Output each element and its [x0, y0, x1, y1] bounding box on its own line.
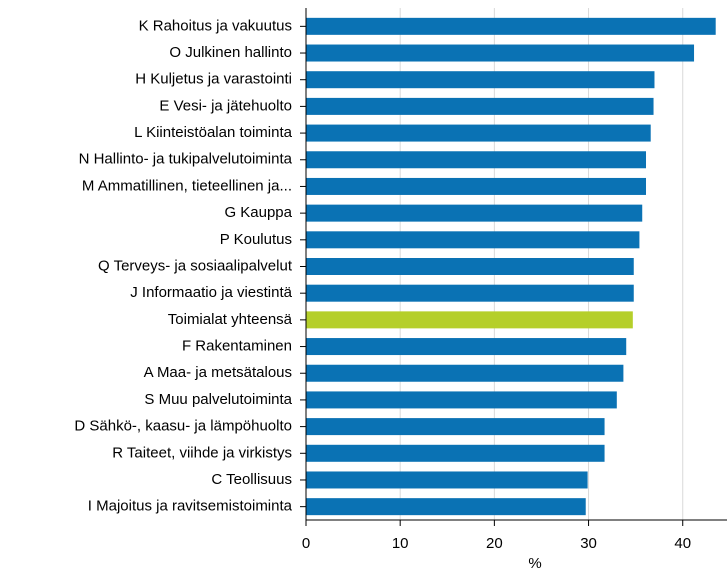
y-tick-label: N Hallinto- ja tukipalvelutoiminta [79, 151, 293, 168]
y-tick-label: C Teollisuus [211, 471, 292, 488]
y-tick-label: H Kuljetus ja varastointi [135, 71, 292, 88]
x-tick-label: 10 [392, 535, 409, 552]
x-tick-label: 20 [486, 535, 503, 552]
x-axis-label: % [528, 555, 541, 572]
y-tick-label: O Julkinen hallinto [169, 44, 292, 61]
y-tick-label: G Kauppa [224, 204, 292, 221]
bar [306, 204, 643, 222]
y-tick-label: M Ammatillinen, tieteellinen ja... [82, 177, 292, 194]
y-tick-label: Q Terveys- ja sosiaalipalvelut [98, 257, 293, 274]
y-tick-label: Toimialat yhteensä [168, 311, 293, 328]
y-tick-label: I Majoitus ja ravitsemistoiminta [88, 498, 293, 515]
bar [306, 364, 624, 382]
x-tick-label: 40 [674, 535, 691, 552]
bar [306, 151, 647, 169]
bar [306, 17, 716, 35]
bar [306, 97, 654, 115]
x-tick-label: 30 [580, 535, 597, 552]
y-tick-label: J Informaatio ja viestintä [130, 284, 292, 301]
bar [306, 471, 588, 489]
bar [306, 418, 605, 436]
bar [306, 498, 586, 516]
y-tick-label: R Taiteet, viihde ja virkistys [112, 444, 292, 461]
y-tick-label: S Muu palvelutoiminta [144, 391, 292, 408]
bar [306, 391, 617, 409]
y-tick-label: E Vesi- ja jätehuolto [159, 97, 292, 114]
bar [306, 338, 627, 356]
bar [306, 71, 655, 89]
y-tick-label: D Sähkö-, kaasu- ja lämpöhuolto [74, 418, 292, 435]
bar [306, 177, 647, 195]
bar [306, 231, 640, 249]
bar [306, 311, 633, 329]
bar [306, 124, 651, 142]
bar [306, 444, 605, 462]
y-tick-label: A Maa- ja metsätalous [144, 364, 292, 381]
y-tick-label: K Rahoitus ja vakuutus [139, 17, 292, 34]
bar [306, 258, 634, 275]
y-tick-label: L Kiinteistöalan toiminta [134, 124, 293, 141]
y-tick-label: P Koulutus [220, 231, 292, 248]
bar [306, 284, 634, 302]
bar [306, 44, 695, 62]
x-tick-label: 0 [302, 535, 310, 552]
y-tick-label: F Rakentaminen [182, 338, 292, 355]
